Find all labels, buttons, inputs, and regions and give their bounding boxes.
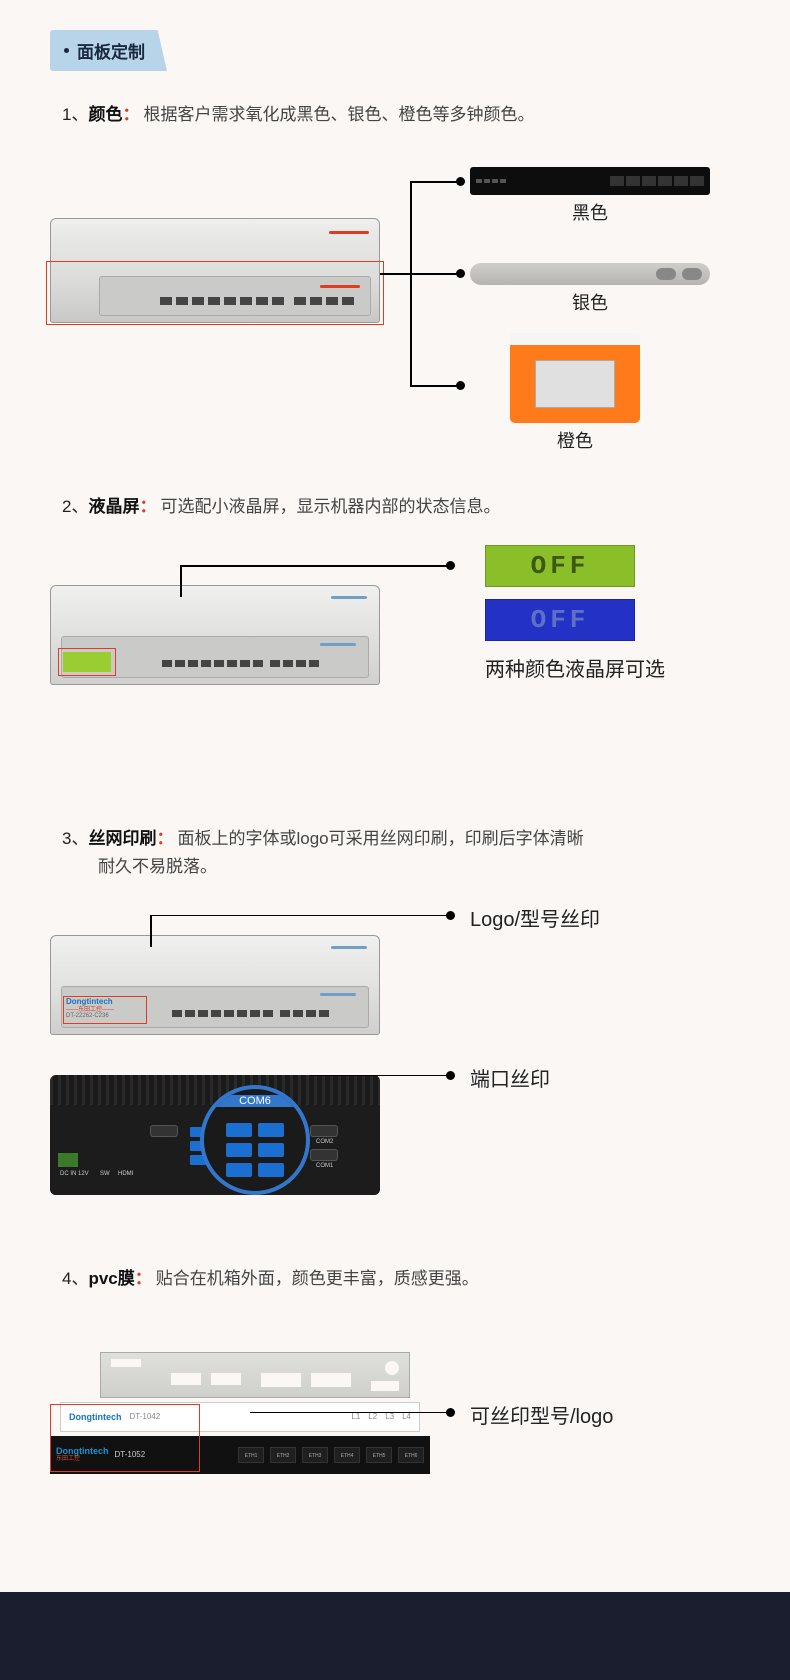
- logo-model: DT-22262-C236: [66, 1013, 144, 1020]
- item1-desc: 根据客户需求氧化成黑色、银色、橙色等多钟颜色。: [143, 105, 534, 124]
- section-title: 面板定制: [77, 38, 145, 63]
- silver-label: 银色: [470, 289, 710, 315]
- sample-orange: 橙色: [510, 333, 640, 453]
- pvc-panel-silver: [100, 1352, 410, 1398]
- silver-panel: [470, 263, 710, 285]
- lcd-samples: OFF OFF 两种颜色液晶屏可选: [485, 545, 665, 682]
- item1-colon: ：: [122, 105, 139, 124]
- device-with-lcd: [50, 585, 380, 685]
- item2-num: 2、: [62, 497, 88, 516]
- item3-desc1: 面板上的字体或logo可采用丝网印刷，印刷后字体清晰: [177, 829, 583, 848]
- pvc-white-port: L4: [402, 1412, 411, 1421]
- eth-port: ETH5: [366, 1447, 392, 1463]
- item4-colon: ：: [135, 1269, 152, 1288]
- item3-num: 3、: [62, 829, 88, 848]
- item1-num: 1、: [62, 105, 88, 124]
- item2-key: 液晶屏: [88, 497, 139, 516]
- callout-logo: Logo/型号丝印: [470, 903, 600, 932]
- black-panel: [470, 167, 710, 195]
- pvc-white-port: L1: [351, 1412, 360, 1421]
- item-silkprint: 3、丝网印刷：面板上的字体或logo可采用丝网印刷，印刷后字体清晰 耐久不易脱落…: [50, 825, 740, 1214]
- product-spec-page: 面板定制 1、颜色：根据客户需求氧化成黑色、银色、橙色等多钟颜色。: [0, 0, 790, 1592]
- color-diagram: 黑色 银色 橙色: [50, 163, 740, 443]
- logo-cn: ——东田工控——: [66, 1007, 144, 1014]
- item1-heading: 1、颜色：根据客户需求氧化成黑色、银色、橙色等多钟颜色。: [50, 101, 740, 128]
- logo-brand: Dongtintech: [66, 998, 144, 1007]
- item4-num: 4、: [62, 1269, 88, 1288]
- orange-box: [510, 333, 640, 423]
- sample-silver: 银色: [470, 263, 710, 315]
- logo-print-area: Dongtintech ——东田工控—— DT-22262-C236: [63, 996, 147, 1024]
- bullet-dot: [64, 48, 69, 53]
- callout-pvc: 可丝印型号/logo: [470, 1400, 613, 1429]
- item4-key: pvc膜: [88, 1269, 134, 1288]
- lcd-highlight: [58, 648, 116, 676]
- item4-heading: 4、pvc膜：贴合在机箱外面，颜色更丰富，质感更强。: [50, 1265, 740, 1292]
- pvc-highlight: [50, 1404, 200, 1472]
- silkprint-port-diagram: DC IN 12V SW HDMI COM2 COM1 CO: [50, 1065, 740, 1215]
- magnifier-lens: COM6: [200, 1085, 310, 1195]
- orange-label: 橙色: [510, 427, 640, 453]
- silkprint-logo-diagram: Dongtintech ——东田工控—— DT-22262-C236 Logo/…: [50, 915, 740, 1065]
- black-label: 黑色: [470, 199, 710, 225]
- eth-port: ETH2: [270, 1447, 296, 1463]
- item-pvc: 4、pvc膜：贴合在机箱外面，颜色更丰富，质感更强。 Dongtintech D…: [50, 1265, 740, 1482]
- sample-black: 黑色: [470, 167, 710, 225]
- eth-port: ETH1: [238, 1447, 264, 1463]
- pvc-diagram: Dongtintech DT-1042 L1 L2 L3 L4 Dongtint…: [50, 1352, 740, 1482]
- eth-port: ETH6: [398, 1447, 424, 1463]
- item3-desc2: 耐久不易脱落。: [62, 853, 740, 880]
- section-tab: 面板定制: [50, 30, 167, 71]
- lcd-blue: OFF: [485, 599, 635, 641]
- item-color: 1、颜色：根据客户需求氧化成黑色、银色、橙色等多钟颜色。: [50, 101, 740, 443]
- item2-colon: ：: [139, 497, 156, 516]
- highlight-box: [46, 261, 384, 325]
- lcd-caption: 两种颜色液晶屏可选: [485, 653, 665, 682]
- item3-heading: 3、丝网印刷：面板上的字体或logo可采用丝网印刷，印刷后字体清晰 耐久不易脱落…: [50, 825, 740, 879]
- item-lcd: 2、液晶屏：可选配小液晶屏，显示机器内部的状态信息。 OFF OFF 两种颜色液: [50, 493, 740, 755]
- device-with-logo: Dongtintech ——东田工控—— DT-22262-C236: [50, 935, 380, 1035]
- item3-key: 丝网印刷: [88, 829, 156, 848]
- com-label: COM6: [204, 1095, 306, 1107]
- item3-colon: ：: [156, 829, 173, 848]
- eth-port: ETH3: [302, 1447, 328, 1463]
- callout-port: 端口丝印: [470, 1063, 550, 1092]
- item2-desc: 可选配小液晶屏，显示机器内部的状态信息。: [160, 497, 500, 516]
- item2-heading: 2、液晶屏：可选配小液晶屏，显示机器内部的状态信息。: [50, 493, 740, 520]
- lcd-diagram: OFF OFF 两种颜色液晶屏可选: [50, 555, 740, 755]
- lcd-green: OFF: [485, 545, 635, 587]
- pvc-white-port: L2: [368, 1412, 377, 1421]
- eth-port: ETH4: [334, 1447, 360, 1463]
- item1-key: 颜色: [88, 105, 122, 124]
- item4-desc: 贴合在机箱外面，颜色更丰富，质感更强。: [156, 1269, 479, 1288]
- pvc-white-port: L3: [385, 1412, 394, 1421]
